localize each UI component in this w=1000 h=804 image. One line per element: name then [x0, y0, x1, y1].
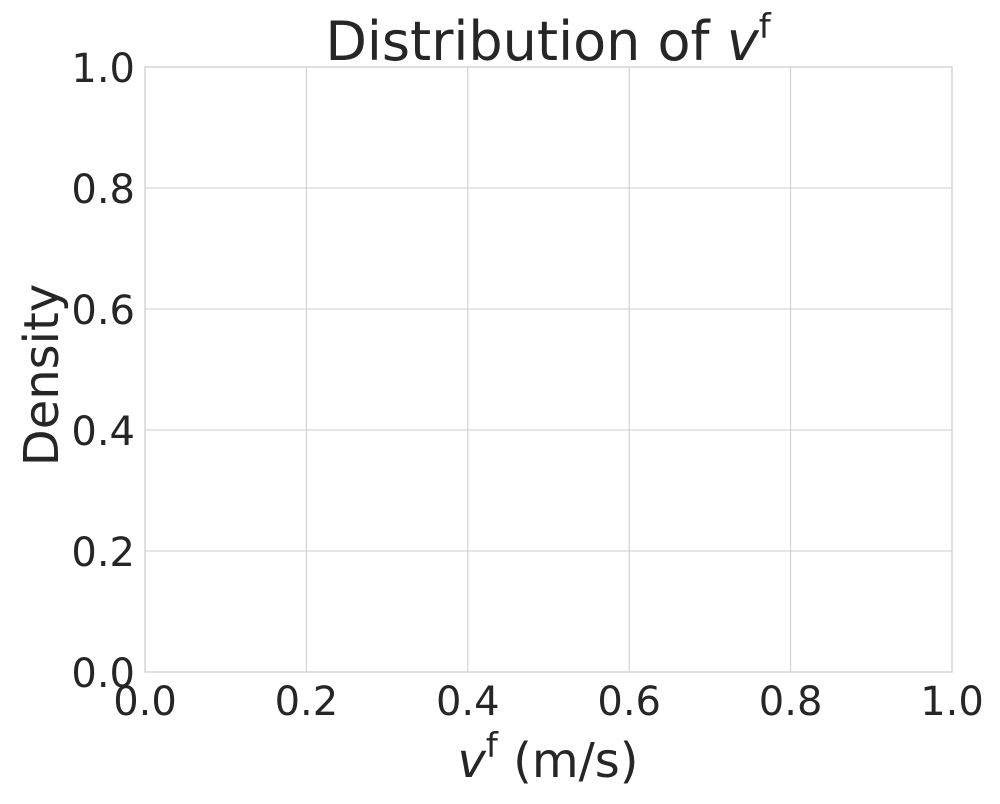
chart-title-superscript: f — [759, 7, 772, 47]
chart-title-text: Distribution of — [325, 10, 726, 73]
x-tick-label: 0.0 — [113, 679, 177, 725]
x-axis-variable: v — [457, 733, 486, 789]
y-axis-title: Density — [14, 284, 70, 466]
x-tick-labels: 0.0 0.2 0.4 0.6 0.8 1.0 — [113, 679, 984, 725]
y-tick-labels: 0.0 0.2 0.4 0.6 0.8 1.0 — [71, 46, 135, 697]
x-axis-title: vf (m/s) — [457, 726, 638, 789]
grid-lines — [144, 66, 953, 673]
y-tick-label: 1.0 — [71, 46, 135, 92]
x-tick-label: 1.0 — [920, 679, 984, 725]
x-tick-label: 0.2 — [275, 679, 339, 725]
y-tick-label: 0.0 — [71, 651, 135, 697]
chart-title: Distribution of vf — [325, 7, 771, 73]
y-tick-label: 0.8 — [71, 167, 135, 213]
chart-title-variable: v — [727, 10, 760, 73]
y-tick-label: 0.6 — [71, 288, 135, 334]
y-tick-label: 0.2 — [71, 530, 135, 576]
x-tick-label: 0.4 — [436, 679, 500, 725]
x-axis-unit: (m/s) — [498, 733, 639, 789]
y-tick-label: 0.4 — [71, 409, 135, 455]
plot-frame — [144, 66, 953, 673]
x-tick-label: 0.8 — [759, 679, 823, 725]
x-tick-label: 0.6 — [597, 679, 661, 725]
x-axis-superscript: f — [486, 726, 499, 766]
